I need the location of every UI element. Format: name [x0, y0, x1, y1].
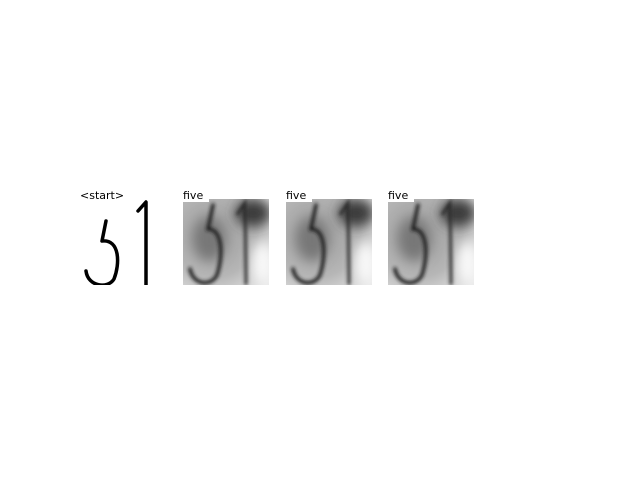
panel-label: five	[388, 189, 415, 202]
panel-label: <start>	[80, 189, 131, 202]
panel-label: five	[183, 189, 210, 202]
start-image-panel: <start>	[80, 189, 166, 285]
digit-image-clean	[80, 199, 166, 285]
digit-image-blurred	[286, 199, 372, 285]
reconstruction-panel-1: five	[183, 189, 269, 285]
panel-label: five	[286, 189, 313, 202]
reconstruction-panel-2: five	[286, 189, 372, 285]
digit-image-blurred	[388, 199, 474, 285]
reconstruction-panel-3: five	[388, 189, 474, 285]
digit-image-blurred	[183, 199, 269, 285]
